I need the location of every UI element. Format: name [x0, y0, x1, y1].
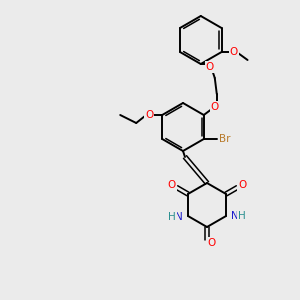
Text: N: N [231, 211, 239, 221]
Text: N: N [175, 212, 183, 222]
Text: Br: Br [219, 134, 230, 144]
Text: O: O [206, 62, 214, 72]
Text: O: O [207, 238, 215, 248]
Text: O: O [211, 102, 219, 112]
Text: H: H [238, 211, 246, 221]
Text: H: H [168, 212, 176, 222]
Text: O: O [238, 181, 246, 190]
Text: O: O [145, 110, 153, 120]
Text: O: O [230, 47, 238, 57]
Text: O: O [168, 181, 176, 190]
